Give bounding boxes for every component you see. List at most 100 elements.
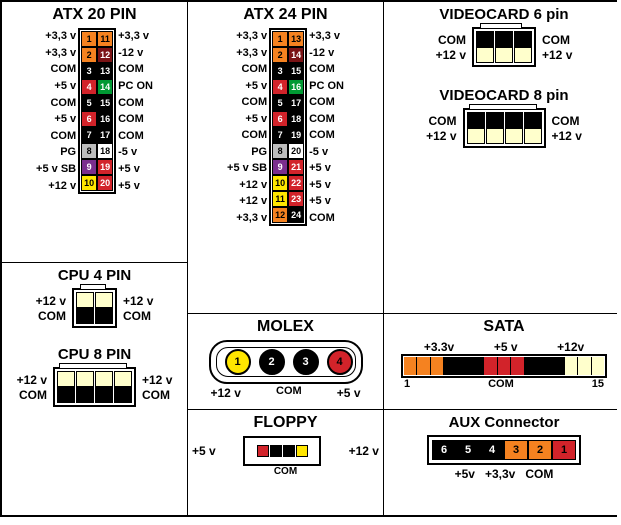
atx24-llab: +5 v xyxy=(227,113,267,125)
atx24-pin-22: 22 xyxy=(288,175,304,191)
atx24-rlab: COM xyxy=(309,129,344,141)
sata-seg-4 xyxy=(444,357,457,375)
atx20-body: +3,3 v+3,3 vCOM+5 vCOM+5 vCOMPG+5 v SB+1… xyxy=(6,28,183,194)
atx24-pin-1: 1 xyxy=(272,31,288,47)
cpu4-left-1: COM xyxy=(36,309,66,323)
atx20-pin-16: 16 xyxy=(97,111,113,127)
atx20-pins: 1112123134145156167178189191020 xyxy=(78,28,116,194)
atx24-pin-4: 4 xyxy=(272,79,288,95)
cpu8-right-0: +12 v xyxy=(142,373,172,387)
cpu8-pin-0-0 xyxy=(57,371,75,387)
atx20-pin-1: 1 xyxy=(81,31,97,47)
vc6-pin-0-0 xyxy=(476,31,494,47)
atx24-llab: +3,3 v xyxy=(227,212,267,224)
aux-pin-5: 5 xyxy=(456,440,480,460)
atx20-pin-6: 6 xyxy=(81,111,97,127)
atx24-pin-2: 2 xyxy=(272,47,288,63)
cpu8-pin-1-3 xyxy=(114,387,132,403)
sata-tl-0: +3.3v xyxy=(424,340,454,354)
vc6-left-1: +12 v xyxy=(436,48,466,62)
atx20-rlab: +3,3 v xyxy=(118,30,153,42)
cpu4-body: +12 v COM +12 v COM xyxy=(6,288,183,328)
vc6-pin-1-2 xyxy=(514,47,532,63)
cpu4-pin-1-0 xyxy=(76,308,94,324)
atx24-rlab: +5 v xyxy=(309,179,344,191)
vc8-pin-0-0 xyxy=(467,112,485,128)
atx20-pin-18: 18 xyxy=(97,143,113,159)
atx24-llab: COM xyxy=(227,96,267,108)
molex-labels: +12 v COM +5 v xyxy=(211,386,361,400)
aux-pin-1: 1 xyxy=(552,440,576,460)
atx20-pin-13: 13 xyxy=(97,63,113,79)
sata-seg-7 xyxy=(484,357,497,375)
atx24-rlab: COM xyxy=(309,212,344,224)
vc8-pin-1-3 xyxy=(524,128,542,144)
atx20-rlab: COM xyxy=(118,63,153,75)
vc8-pin-1-0 xyxy=(467,128,485,144)
cpu8-left-0: +12 v xyxy=(17,373,47,387)
atx20-llab: +5 v xyxy=(36,113,76,125)
atx24-left-labels: +3,3 v+3,3 vCOM+5 vCOM+5 vCOMPG+5 v SB+1… xyxy=(227,28,267,226)
sata-seg-10 xyxy=(525,357,538,375)
atx20-llab: COM xyxy=(36,63,76,75)
vc6-right-0: COM xyxy=(542,33,572,47)
sata-tl-1: +5 v xyxy=(494,340,518,354)
atx24-llab: COM xyxy=(227,63,267,75)
atx20-rlab: +5 v xyxy=(118,180,153,192)
floppy-pin-3 xyxy=(296,445,308,457)
sata-bc: COM xyxy=(488,378,514,390)
atx20-rlab: -5 v xyxy=(118,146,153,158)
atx24-rlab: -5 v xyxy=(309,146,344,158)
cpu8-pin-1-2 xyxy=(95,387,113,403)
vc6-pin-1-1 xyxy=(495,47,513,63)
atx24-pin-18: 18 xyxy=(288,111,304,127)
floppy-right-label: +12 v xyxy=(349,444,379,458)
cpu4-connector xyxy=(72,288,117,328)
cpu4-pin-0-0 xyxy=(76,292,94,308)
sata-seg-12 xyxy=(551,357,564,375)
sata-seg-6 xyxy=(471,357,484,375)
atx20-llab: +3,3 v xyxy=(36,47,76,59)
vc6-connector xyxy=(472,27,536,67)
vc6-right-1: +12 v xyxy=(542,48,572,62)
sata-seg-9 xyxy=(511,357,524,375)
molex-left-label: +12 v xyxy=(211,386,241,400)
atx20-rlab: COM xyxy=(118,113,153,125)
atx20-pin-9: 9 xyxy=(81,159,97,175)
atx24-pin-20: 20 xyxy=(288,143,304,159)
cpu-cell: CPU 4 PIN +12 v COM +12 v COM CPU 8 PIN … xyxy=(2,263,187,515)
atx24-cell: ATX 24 PIN +3,3 v+3,3 vCOM+5 vCOM+5 vCOM… xyxy=(188,2,383,313)
atx24-llab: +12 v xyxy=(227,195,267,207)
atx24-llab: PG xyxy=(227,146,267,158)
atx24-pin-13: 13 xyxy=(288,31,304,47)
vc8-right-0: COM xyxy=(552,114,582,128)
vc8-title: VIDEOCARD 8 pin xyxy=(388,87,620,104)
sata-seg-15 xyxy=(592,357,604,375)
cpu8-pin-1-0 xyxy=(57,387,75,403)
atx24-rlab: COM xyxy=(309,63,344,75)
vc8-clip xyxy=(469,104,537,109)
aux-title: AUX Connector xyxy=(388,414,620,431)
atx24-llab: +12 v xyxy=(227,179,267,191)
atx20-llab: COM xyxy=(36,97,76,109)
floppy-body xyxy=(243,436,321,466)
cpu4-left-0: +12 v xyxy=(36,294,66,308)
molex-right-label: +5 v xyxy=(337,386,361,400)
atx24-rlab: PC ON xyxy=(309,80,344,92)
videocard-cell: VIDEOCARD 6 pin COM +12 v COM +12 v VIDE… xyxy=(384,2,621,313)
atx24-llab: +5 v SB xyxy=(227,162,267,174)
atx24-pin-12: 12 xyxy=(272,207,288,223)
atx20-rlab: +5 v xyxy=(118,163,153,175)
atx24-rlab: +5 v xyxy=(309,162,344,174)
atx20-pin-8: 8 xyxy=(81,143,97,159)
molex-title: MOLEX xyxy=(192,318,379,336)
atx24-rlab: COM xyxy=(309,113,344,125)
sata-tl-2: +12v xyxy=(557,340,584,354)
floppy-left-label: +5 v xyxy=(192,444,216,458)
atx20-pin-19: 19 xyxy=(97,159,113,175)
atx20-pin-17: 17 xyxy=(97,127,113,143)
cpu8-pin-0-3 xyxy=(114,371,132,387)
floppy-bottom-label: COM xyxy=(192,466,379,477)
aux-pin-6: 6 xyxy=(432,440,456,460)
aux-bl-0: +5v xyxy=(455,467,475,481)
